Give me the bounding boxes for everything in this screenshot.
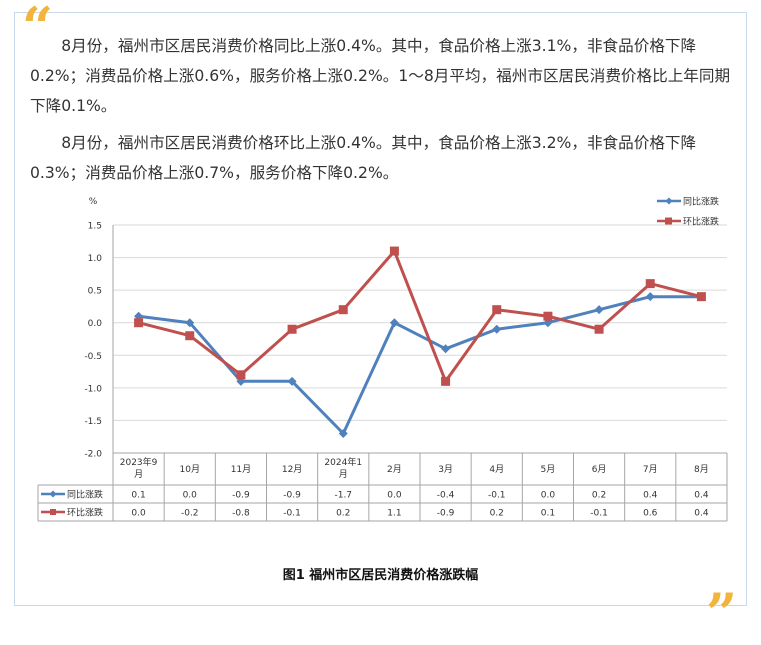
y-tick-label: 1.0: [88, 254, 103, 264]
data-label: 0.0: [183, 491, 198, 501]
data-point: [441, 344, 451, 354]
data-point: [389, 318, 399, 328]
data-label: 0.4: [694, 509, 709, 519]
x-tick-label: 8月: [694, 464, 709, 475]
data-label: 0.2: [336, 509, 350, 519]
data-point: [287, 376, 297, 386]
y-axis-unit: %: [89, 197, 98, 207]
data-point: [338, 305, 348, 315]
data-label: 1.1: [387, 509, 401, 519]
x-tick-label: 10月: [180, 464, 200, 475]
y-tick-label: 0.0: [88, 319, 103, 329]
data-point: [185, 331, 195, 341]
data-point: [287, 324, 297, 334]
table-legend-marker: [50, 509, 56, 515]
data-label: 0.6: [643, 509, 658, 519]
x-tick-label: 5月: [541, 464, 556, 475]
legend-marker: [665, 197, 673, 205]
content-frame: [14, 12, 747, 606]
data-label: -0.8: [232, 509, 250, 519]
data-label: 0.2: [490, 509, 504, 519]
data-point: [236, 370, 246, 380]
data-point: [543, 311, 553, 321]
data-label: -0.2: [181, 509, 199, 519]
data-label: 0.0: [387, 491, 402, 501]
x-tick-label: 2月: [387, 464, 402, 475]
data-point: [492, 305, 502, 315]
data-point: [389, 246, 399, 256]
series-line: [137, 295, 703, 435]
data-label: 0.2: [592, 491, 606, 501]
data-point: [645, 292, 655, 302]
y-tick-label: 1.5: [88, 222, 102, 232]
data-point: [441, 376, 451, 386]
data-point: [185, 318, 195, 328]
x-tick-label: 6月: [592, 464, 607, 475]
data-label: -1.7: [334, 491, 352, 501]
x-tick-label: 7月: [643, 464, 658, 475]
data-label: 0.1: [541, 509, 555, 519]
data-label: -0.9: [232, 491, 250, 501]
x-tick-label: 2024年1: [324, 456, 362, 468]
x-tick-label: 3月: [438, 464, 453, 475]
table-series-name: 环比涨跌: [67, 507, 103, 519]
data-point: [696, 292, 706, 302]
table-legend-marker: [49, 490, 57, 498]
data-label: 0.0: [131, 509, 146, 519]
y-tick-label: -1.5: [84, 417, 102, 427]
table-series-name: 同比涨跌: [67, 489, 103, 501]
x-tick-label: 12月: [282, 464, 302, 475]
x-tick-label: 月: [134, 469, 143, 480]
y-tick-label: -0.5: [84, 352, 102, 362]
series-line: [137, 249, 703, 383]
legend-marker: [665, 217, 672, 225]
y-tick-label: 0.5: [88, 287, 102, 297]
x-tick-label: 2023年9: [120, 456, 158, 468]
data-label: -0.1: [488, 491, 506, 501]
data-point: [134, 318, 144, 328]
data-point: [338, 428, 348, 438]
data-label: -0.1: [590, 509, 608, 519]
y-tick-label: -1.0: [84, 384, 102, 394]
figure-caption: 图1 福州市区居民消费价格涨跌幅: [282, 568, 479, 583]
data-point: [594, 324, 604, 334]
y-tick-label: -2.0: [84, 450, 102, 460]
x-tick-label: 11月: [231, 464, 251, 475]
data-point: [645, 279, 655, 289]
data-point: [594, 305, 604, 315]
data-label: -0.1: [283, 509, 301, 519]
x-tick-label: 月: [339, 469, 348, 480]
paragraph-mom: 8月份，福州市区居民消费价格环比上涨0.4%。其中，食品价格上涨3.2%，非食品…: [30, 134, 697, 182]
data-label: -0.9: [437, 509, 455, 519]
data-label: 0.4: [643, 491, 658, 501]
data-label: 0.0: [541, 491, 556, 501]
paragraph-yoy: 8月份，福州市区居民消费价格同比上涨0.4%。其中，食品价格上涨3.1%，非食品…: [30, 37, 731, 115]
x-tick-label: 4月: [489, 464, 504, 475]
data-label: 0.1: [131, 491, 145, 501]
data-label: -0.4: [437, 491, 455, 501]
open-quote-icon: “: [22, 0, 54, 59]
legend-entry: 同比涨跌: [683, 196, 719, 208]
legend-entry: 环比涨跌: [683, 216, 719, 228]
data-label: 0.4: [694, 491, 709, 501]
data-point: [492, 324, 502, 334]
data-label: -0.9: [283, 491, 301, 501]
